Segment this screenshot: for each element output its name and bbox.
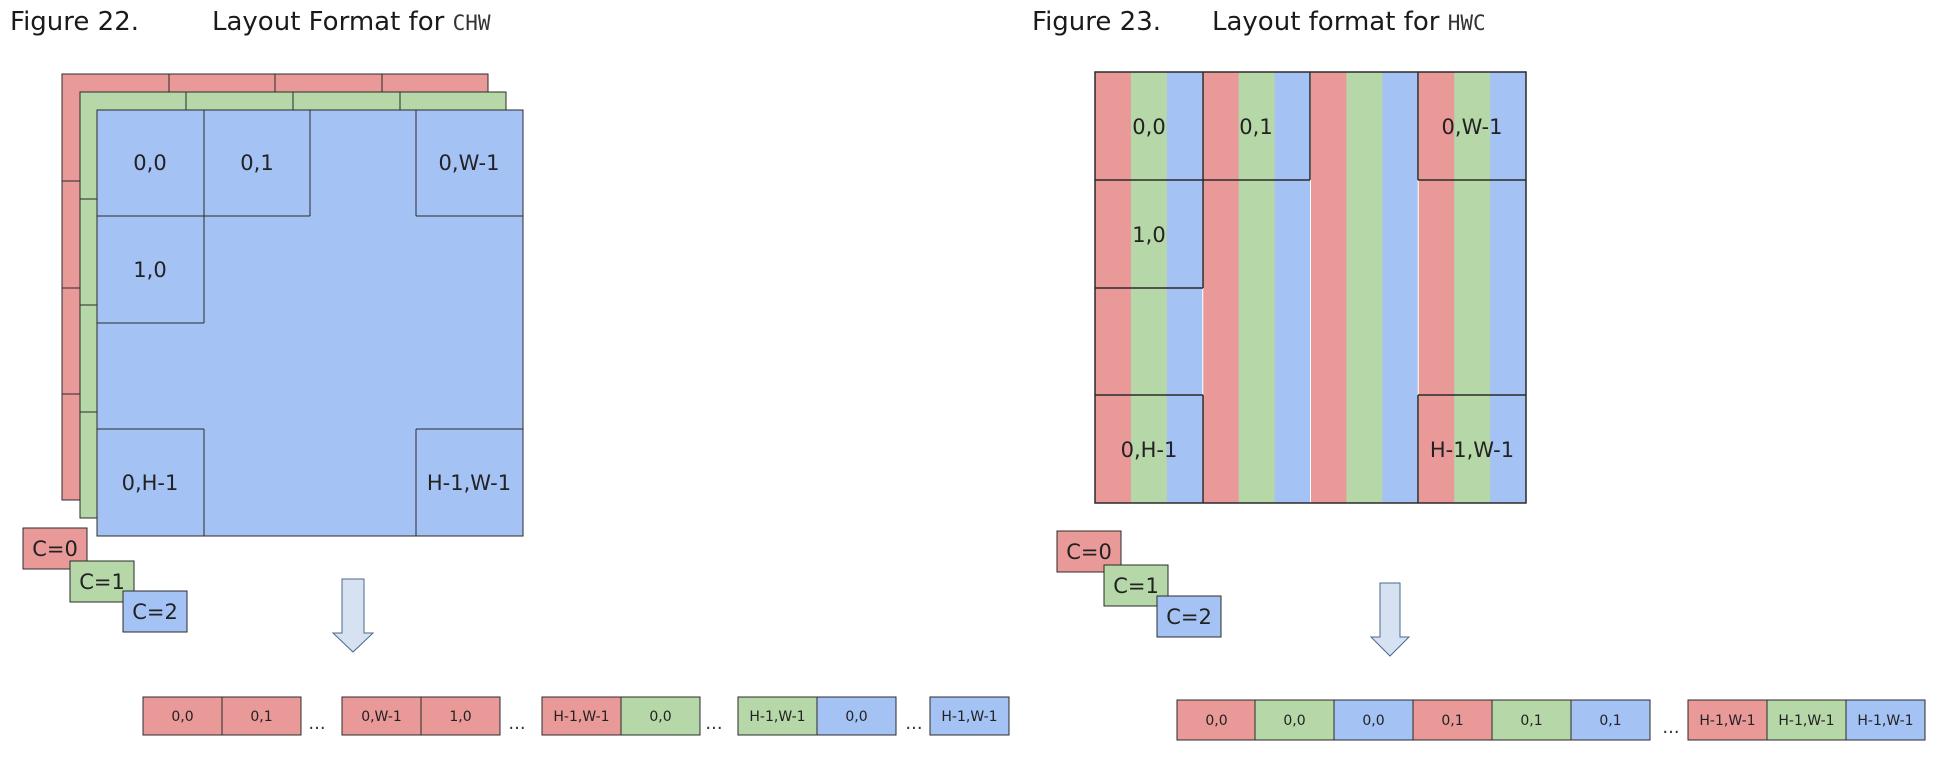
chw-seq-cell bbox=[816, 696, 897, 736]
chw-seq-cell bbox=[221, 696, 302, 736]
hwc-stripe-col2-ch1 bbox=[1346, 72, 1383, 503]
chw-cell-0-1: 0,1 bbox=[240, 151, 273, 175]
figure-22-title-code: CHW bbox=[453, 11, 491, 35]
chw-cell-h-1-w-1: H-1,W-1 bbox=[427, 471, 511, 495]
chw-seq-ellipsis: ... bbox=[705, 713, 722, 734]
chw-seq-cell-label: H-1,W-1 bbox=[553, 709, 609, 725]
hwc-cell-0-0: 0,0 bbox=[1132, 115, 1165, 139]
chw-seq-ellipsis: ... bbox=[905, 713, 922, 734]
figure-23-number: Figure 23. bbox=[1032, 7, 1161, 37]
hwc-seq-cell bbox=[1412, 699, 1493, 741]
hwc-stripe-col3-ch0 bbox=[1418, 72, 1455, 503]
chw-seq-cell bbox=[420, 696, 501, 736]
figure-23: Figure 23. Layout format for HWC 0,0 0,1… bbox=[1032, 7, 1926, 741]
chw-seq-cell-label: 0,1 bbox=[250, 709, 272, 725]
chw-seq-ellipsis: ... bbox=[308, 713, 325, 734]
chw-seq-cell-label: 0,0 bbox=[171, 709, 193, 725]
hwc-seq-cell bbox=[1176, 699, 1257, 741]
chw-memory-sequence: 0,0 0,1... 0,W-1 1,0... H-1,W-1 0,0... H-1,W-1… bbox=[142, 696, 1010, 736]
hwc-seq-cell-label: 0,1 bbox=[1520, 713, 1542, 729]
figure-22-number: Figure 22. bbox=[10, 7, 139, 37]
hwc-seq-ellipsis: ... bbox=[1662, 717, 1679, 738]
hwc-seq-cell bbox=[1845, 699, 1926, 741]
hwc-seq-cell-label: H-1,W-1 bbox=[1778, 713, 1834, 729]
hwc-down-arrow bbox=[1369, 582, 1411, 657]
hwc-seq-cell bbox=[1491, 699, 1572, 741]
hwc-cell-0-1: 0,1 bbox=[1239, 115, 1272, 139]
hwc-cell-0-h-1: 0,H-1 bbox=[1121, 438, 1178, 462]
hwc-legend-c2-box bbox=[1156, 595, 1222, 638]
hwc-seq-cell-label: 0,0 bbox=[1362, 713, 1384, 729]
chw-seq-cell-label: H-1,W-1 bbox=[941, 709, 997, 725]
chw-legend-c0: C=0 bbox=[32, 537, 78, 561]
chw-seq-cell bbox=[620, 696, 701, 736]
hwc-stripe-col1-ch0 bbox=[1202, 72, 1240, 503]
hwc-seq-cell-label: H-1,W-1 bbox=[1857, 713, 1913, 729]
hwc-stripe-col3-ch2 bbox=[1490, 72, 1527, 503]
figure-22-title: Layout Format for CHW bbox=[212, 7, 491, 37]
hwc-grid-lines bbox=[1094, 71, 1527, 504]
hwc-seq-cell-label: 0,0 bbox=[1205, 713, 1227, 729]
chw-down-arrow bbox=[331, 578, 375, 653]
hwc-seq-cell bbox=[1333, 699, 1414, 741]
hwc-seq-cell-label: 0,0 bbox=[1283, 713, 1305, 729]
hwc-channel-legend: C=0 C=1 C=2 bbox=[1056, 530, 1222, 638]
chw-seq-cell-label: 0,0 bbox=[845, 709, 867, 725]
hwc-seq-cell-label: 0,1 bbox=[1441, 713, 1463, 729]
hwc-cell-h-1-w-1: H-1,W-1 bbox=[1430, 438, 1514, 462]
chw-seq-cell bbox=[142, 696, 223, 736]
hwc-seq-cell bbox=[1687, 699, 1768, 741]
chw-seq-cell-label: H-1,W-1 bbox=[749, 709, 805, 725]
hwc-cell-0-w-1: 0,W-1 bbox=[1442, 115, 1503, 139]
chw-legend-c2-box bbox=[122, 590, 188, 633]
figure-23-title-text: Layout format for bbox=[1212, 7, 1448, 37]
hwc-legend-c1: C=1 bbox=[1113, 574, 1159, 598]
chw-legend-c2: C=2 bbox=[132, 600, 178, 624]
figure-22: Figure 22. Layout Format for CHW bbox=[10, 7, 1010, 736]
chw-cell-0-w-1: 0,W-1 bbox=[439, 151, 500, 175]
chw-cell-0-h-1: 0,H-1 bbox=[122, 471, 179, 495]
hwc-seq-cell-label: 0,1 bbox=[1599, 713, 1621, 729]
chw-seq-cell bbox=[737, 696, 818, 736]
hwc-seq-cell-label: H-1,W-1 bbox=[1699, 713, 1755, 729]
hwc-stripe-col1-ch2 bbox=[1274, 72, 1311, 503]
hwc-stripe-col1-ch1 bbox=[1238, 72, 1275, 503]
chw-seq-cell-label: 0,0 bbox=[649, 709, 671, 725]
chw-cell-0-0: 0,0 bbox=[133, 151, 166, 175]
chw-seq-ellipsis: ... bbox=[508, 713, 525, 734]
chw-seq-cell-label: 0,W-1 bbox=[361, 709, 402, 725]
chw-channel-2-plane: 0,0 0,1 0,W-1 1,0 0,H-1 H-1,W-1 bbox=[96, 109, 524, 537]
chw-legend-c1: C=1 bbox=[79, 570, 125, 594]
chw-seq-cell bbox=[929, 696, 1010, 736]
hwc-cell-1-0: 1,0 bbox=[1132, 223, 1165, 247]
chw-seq-cell-label: 1,0 bbox=[449, 709, 471, 725]
hwc-legend-c0: C=0 bbox=[1066, 540, 1112, 564]
figure-23-title-code: HWC bbox=[1448, 11, 1486, 35]
figure-23-title: Layout format for HWC bbox=[1212, 7, 1486, 37]
hwc-stripe-col2-ch2 bbox=[1382, 72, 1419, 503]
hwc-seq-cell bbox=[1570, 699, 1651, 741]
chw-channel-legend: C=0 C=1 C=2 bbox=[22, 527, 188, 633]
hwc-memory-sequence: 0,0 0,0 0,0 0,1 0,1 0,1... H-1,W-1 H-1,W-1 H-1,W… bbox=[1176, 699, 1926, 741]
chw-cell-1-0: 1,0 bbox=[133, 258, 166, 282]
hwc-stripe-col2-ch0 bbox=[1310, 72, 1347, 503]
hwc-stripe-col3-ch1 bbox=[1454, 72, 1491, 503]
figure-22-title-text: Layout Format for bbox=[212, 7, 453, 37]
hwc-legend-c2: C=2 bbox=[1166, 605, 1212, 629]
